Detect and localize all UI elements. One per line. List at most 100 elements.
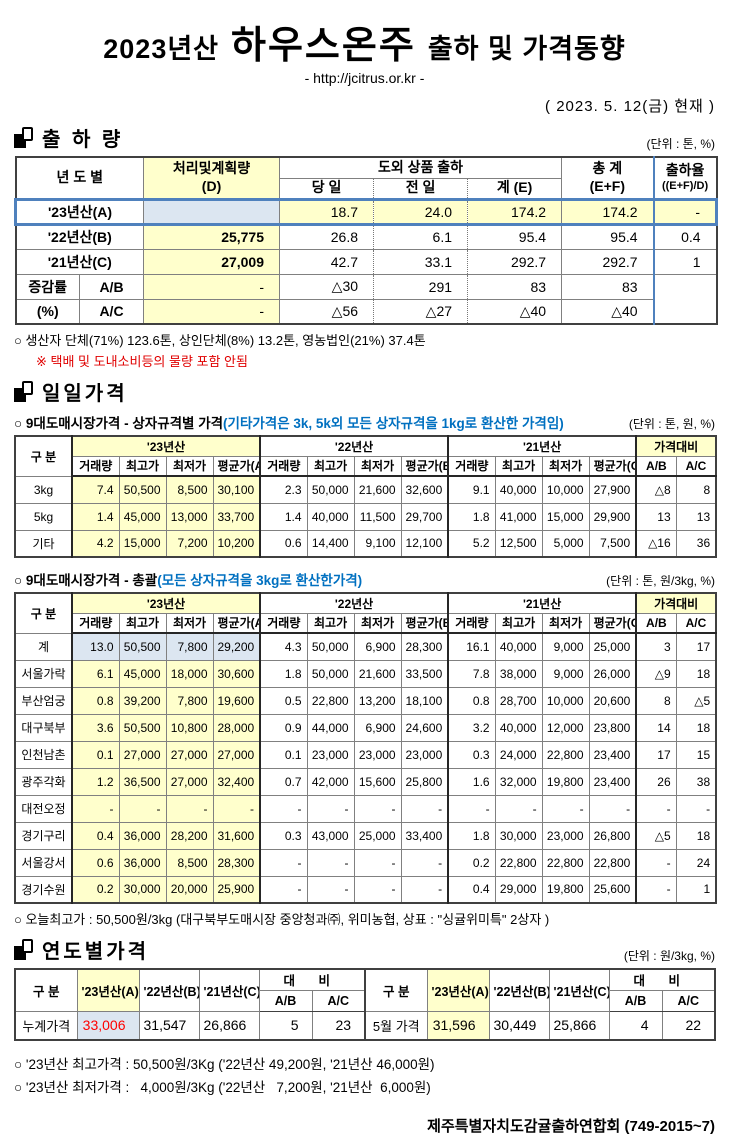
data-cell: 26,000 [588,659,638,688]
data-cell: 36 [675,529,717,558]
data-cell: △30 [279,273,375,300]
row-label: 경기수원 [14,875,73,904]
row-label: 계 [14,632,73,661]
data-cell: 38,000 [494,659,543,688]
total-table-head: 구 분 '23년산 '22년산 '21년산 가격대비 거래량 최고가 최저가 평… [14,592,717,634]
data-cell: - [259,875,308,904]
yearly-unit-label: (단위 : 원/3kg, %) [623,949,715,963]
data-cell: 13 [635,502,677,531]
data-cell: 0.6 [71,848,120,877]
data-cell: △16 [635,529,677,558]
data-cell: 44,000 [306,713,355,742]
data-cell: 23,000 [400,740,450,769]
data-cell: 17 [675,632,717,661]
data-cell: 33,500 [400,659,450,688]
data-cell: 45,000 [118,502,167,531]
producer-note: ○ 생산자 단체(71%) 123.6톤, 상인단체(8%) 13.2톤, 영농… [14,333,426,348]
data-cell: 13,200 [353,686,402,715]
data-cell: 4.3 [259,632,308,661]
data-cell: 18,000 [165,659,214,688]
table-row: '21년산(C) 27,009 42.7 33.1 292.7 292.7 1 [14,248,718,275]
organization-name: 제주특별자치도감귤출하연합회 (749-2015~7) [427,1117,715,1135]
data-cell: 292.7 [467,248,563,275]
data-cell: 3.6 [71,713,120,742]
data-cell: 31,547 [138,1010,200,1041]
data-cell: 25,866 [548,1010,610,1041]
data-cell: 3.2 [447,713,496,742]
data-cell: 14,400 [306,529,355,558]
data-cell: 6.1 [373,223,469,250]
data-cell: 0.4 [447,875,496,904]
data-cell: 26 [635,767,677,796]
data-cell: 18.7 [279,197,375,226]
data-cell: 22 [661,1010,716,1041]
data-cell: 25,600 [588,875,638,904]
data-cell: 10,800 [165,713,214,742]
row-label: A/C [78,298,145,325]
data-cell: 8 [675,475,717,504]
data-cell: 23,400 [588,740,638,769]
col-header: A/C [675,612,717,634]
data-cell: 27,000 [212,740,262,769]
data-cell: - [143,298,281,325]
data-cell: 19,800 [541,767,590,796]
table-row: 경기수원 0.2 30,000 20,000 25,900- - - -0.4 29,000 19… [14,875,717,904]
data-cell: 22,800 [588,848,638,877]
by-size-table-head: 구 분 '23년산 '22년산 '21년산 가격대비 거래량 최고가 최저가 평… [14,435,717,477]
data-cell: 10,200 [212,529,262,558]
data-cell: △40 [467,298,563,325]
data-cell: 32,400 [212,767,262,796]
data-cell: 10,000 [541,686,590,715]
data-cell: 41,000 [494,502,543,531]
col-header: 최저가 [541,455,590,477]
data-cell: 5,000 [541,529,590,558]
data-cell: 26,866 [198,1010,260,1041]
data-cell: 17 [635,740,677,769]
row-label: 누계가격 [14,1010,78,1041]
col-header-vs: 대 비 [258,968,366,991]
data-cell: - [71,794,120,823]
data-cell: 23,800 [588,713,638,742]
data-cell: 30,449 [488,1010,550,1041]
col-header-compare: 가격대비 [635,592,717,614]
data-cell: 9,000 [541,632,590,661]
data-cell: - [165,794,214,823]
data-cell: - [306,848,355,877]
data-cell: 38 [675,767,717,796]
row-label: 대구북부 [14,713,73,742]
data-cell: 0.8 [71,686,120,715]
col-header-total: 총 계 (E+F) [561,156,655,200]
col-header: 평균가(C) [588,455,638,477]
section-yearly-title-group: 연도별가격 [14,935,149,964]
col-header: 최고가 [118,455,167,477]
data-cell: 0.5 [259,686,308,715]
data-cell: 0.4 [71,821,120,850]
data-cell: 27,000 [165,767,214,796]
data-cell: 28,300 [400,632,450,661]
data-cell: △56 [279,298,375,325]
data-cell: 18 [675,713,717,742]
data-cell: 15,000 [541,502,590,531]
data-cell: - [353,848,402,877]
data-cell: 25,000 [588,632,638,661]
data-cell: 24.0 [373,197,469,226]
data-cell: 43,000 [306,821,355,850]
data-cell: 25,775 [143,223,281,250]
data-cell: 50,000 [306,659,355,688]
data-cell: 25,900 [212,875,262,904]
col-header-y22b: '22년산(B) [138,968,200,1012]
data-cell: 7.8 [447,659,496,688]
shipment-table-head: 년 도 별 처리및계획량 (D) 도외 상품 출하 총 계 (E+F) 출하율 ((E… [14,156,718,200]
data-cell: 16.1 [447,632,496,661]
table-row: 5월 가격 31,596 30,449 25,866 4 22 [364,1010,716,1041]
data-cell: 14 [635,713,677,742]
by-size-unit-label: (단위 : 톤, 원, %) [628,417,715,431]
table-row: 광주각화 1.2 36,500 27,000 32,400 0.7 42,000 15,600… [14,767,717,796]
by-size-table-body: 3kg 7.4 50,500 8,500 30,100 2.3 50,000 21,600 32… [14,475,717,558]
data-cell: 2.3 [259,475,308,504]
col-header: 평균가(A) [212,455,262,477]
data-cell: 27,009 [143,248,281,275]
yearly-cumulative-table: 구 분 '23년산(A) '22년산(B) '21년산(C) 대 비 A/B A… [14,968,367,1041]
data-cell: 29,200 [212,632,262,661]
